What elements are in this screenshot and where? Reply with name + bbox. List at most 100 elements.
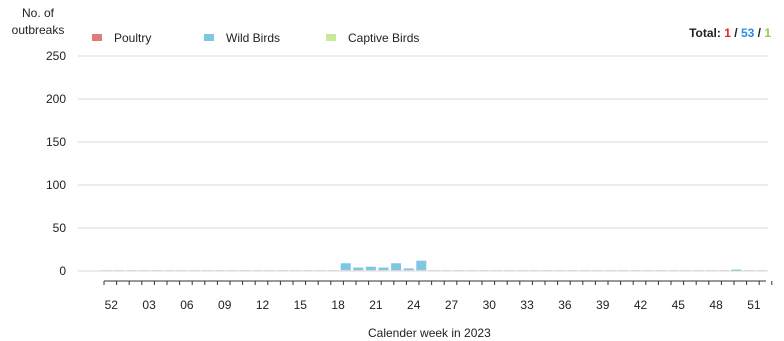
bar-captive_birds [315, 270, 326, 271]
bar-captive_birds [567, 270, 578, 271]
legend-label-captive-birds: Captive Birds [348, 31, 420, 45]
x-tick-label: 24 [407, 298, 421, 312]
x-tick-label: 42 [634, 298, 648, 312]
bar-captive_birds [529, 270, 540, 271]
bar-captive_birds [176, 270, 187, 271]
x-tick-label: 18 [331, 298, 345, 312]
bar-captive_birds [504, 270, 515, 271]
bar-wild_birds [365, 266, 376, 271]
bar-captive_birds [454, 270, 465, 271]
bar-captive_birds [252, 270, 263, 271]
bar-captive_birds [126, 270, 137, 271]
total-poultry: 1 [724, 26, 731, 40]
bar-captive_birds [239, 270, 250, 271]
bar-captive_birds [743, 270, 754, 271]
bar-captive_birds [441, 270, 452, 271]
y-tick-label: 250 [46, 49, 66, 63]
bar-captive_birds [491, 270, 502, 271]
bar-captive_birds [617, 270, 628, 271]
y-tick-label: 50 [53, 221, 67, 235]
bar-captive_birds [403, 270, 414, 271]
bar-captive_birds [328, 270, 339, 271]
totals: Total: 1 / 53 / 1 [689, 26, 771, 40]
bar-captive_birds [718, 270, 729, 271]
bar-captive_birds [655, 270, 666, 271]
x-tick-label: 15 [294, 298, 308, 312]
bar-captive_birds [277, 270, 288, 271]
x-tick-label: 36 [558, 298, 572, 312]
x-tick-label: 27 [445, 298, 459, 312]
bar-captive_birds [113, 270, 124, 271]
bar-captive_birds [428, 270, 439, 271]
bar-captive_birds [693, 270, 704, 271]
bar-captive_birds [290, 270, 301, 271]
bar-captive_birds [731, 269, 742, 271]
x-tick-label: 09 [218, 298, 232, 312]
bar-captive_birds [680, 270, 691, 271]
x-axis-label: Calender week in 2023 [368, 326, 491, 340]
bar-captive_birds [630, 270, 641, 271]
bar-wild_birds [416, 260, 427, 271]
bar-captive_birds [214, 270, 225, 271]
totals-label: Total: [689, 26, 721, 40]
bar-wild_birds [403, 268, 414, 271]
bar-captive_birds [706, 270, 717, 271]
legend-item-captive-birds[interactable]: Captive Birds [326, 31, 419, 45]
x-tick-label: 51 [747, 298, 761, 312]
bar-wild_birds [353, 267, 364, 271]
x-tick-label: 12 [256, 298, 270, 312]
bar-chart: 0 50 100 150 200 250 52 03 06 09 12 15 18 21 24 27 30 33 3… [46, 49, 773, 312]
legend-swatch-wild-birds [204, 34, 214, 41]
y-tick-label: 100 [46, 178, 66, 192]
bar-wild_birds [340, 263, 351, 271]
legend-label-poultry: Poultry [114, 31, 152, 45]
legend-label-wild-birds: Wild Birds [226, 31, 281, 45]
bar-captive_birds [265, 270, 276, 271]
bar-captive_birds [391, 270, 402, 271]
x-tick-label: 52 [105, 298, 119, 312]
y-tick-label: 200 [46, 92, 66, 106]
x-tick-label: 21 [369, 298, 383, 312]
bar-captive_birds [605, 270, 616, 271]
bar-captive_birds [139, 270, 150, 271]
bar-captive_birds [378, 270, 389, 271]
legend-swatch-captive-birds [326, 34, 336, 41]
bar-captive_birds [340, 270, 351, 271]
y-tick-label: 0 [59, 264, 66, 278]
x-tick-label: 30 [483, 298, 497, 312]
bar-captive_birds [643, 270, 654, 271]
bar-captive_birds [592, 270, 603, 271]
bar-captive_birds [365, 270, 376, 271]
x-tick-label: 03 [142, 298, 156, 312]
legend-swatch-poultry [92, 34, 102, 41]
x-tick-label: 06 [180, 298, 194, 312]
legend-item-poultry[interactable]: Poultry [92, 31, 151, 45]
bar-wild_birds [391, 263, 402, 271]
total-wild-birds: 53 [740, 26, 755, 40]
x-tick-label: 48 [709, 298, 723, 312]
legend-item-wild-birds[interactable]: Wild Birds [204, 31, 280, 45]
x-tick-label: 33 [520, 298, 534, 312]
y-tick-label: 150 [46, 135, 66, 149]
bar-captive_birds [668, 270, 679, 271]
bar-captive_birds [302, 270, 313, 271]
total-captive-birds: 1 [764, 26, 771, 40]
y-axis-label: No. of outbreaks [11, 6, 65, 37]
bar-captive_birds [580, 270, 591, 271]
bar-wild_birds [378, 267, 389, 271]
bar-captive_birds [517, 270, 528, 271]
bar-captive_birds [164, 270, 175, 271]
x-tick-label: 45 [672, 298, 686, 312]
bar-captive_birds [554, 270, 565, 271]
bar-captive_birds [416, 270, 427, 271]
bar-captive_birds [756, 270, 767, 271]
x-tick-label: 39 [596, 298, 610, 312]
bar-captive_birds [151, 270, 162, 271]
bar-captive_birds [542, 270, 553, 271]
bar-captive_birds [479, 270, 490, 271]
bar-wild_birds [731, 270, 742, 271]
bar-captive_birds [466, 270, 477, 271]
bar-captive_birds [227, 270, 238, 271]
bar-captive_birds [353, 270, 364, 271]
bar-captive_birds [202, 270, 213, 271]
